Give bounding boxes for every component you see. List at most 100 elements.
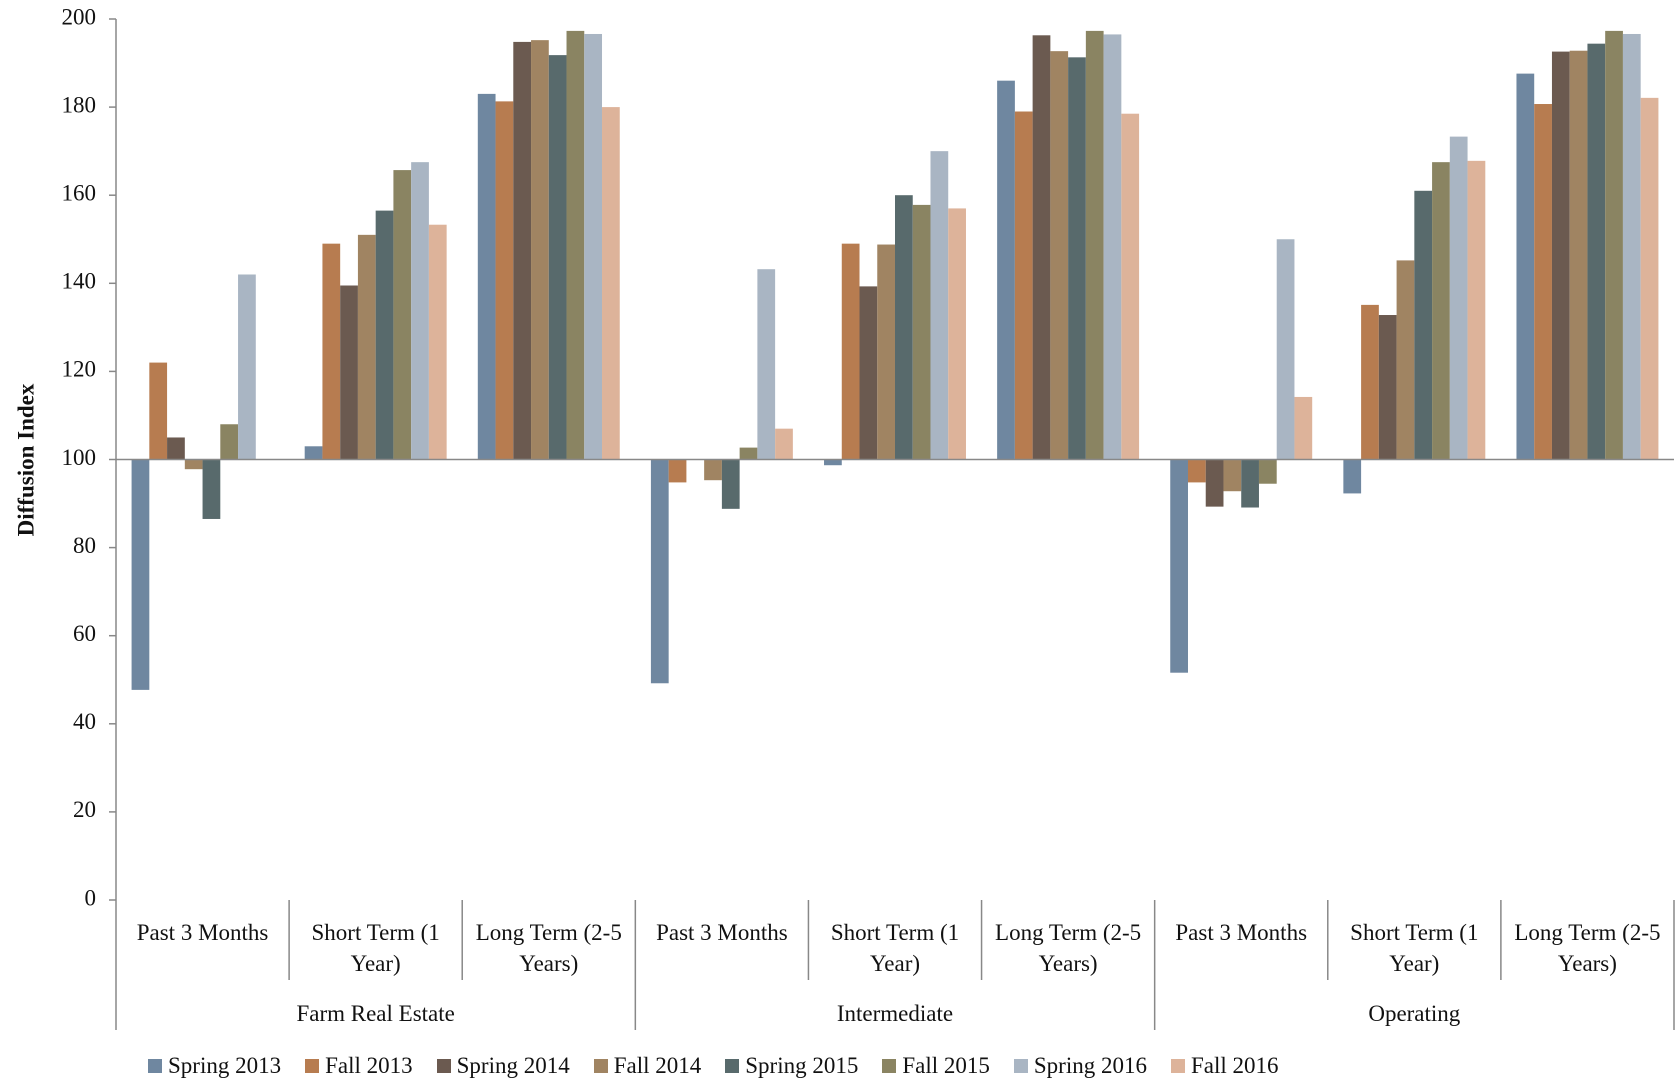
legend-label: Spring 2016 (1033, 1053, 1147, 1078)
legend: Spring 2013 Fall 2013 Spring 2014 Fall 2014… (148, 1053, 1279, 1079)
bar (149, 362, 168, 460)
bar (1085, 30, 1104, 460)
y-tick-label: 160 (62, 180, 97, 205)
bar (704, 459, 722, 481)
bar (393, 170, 412, 460)
bar (357, 234, 376, 460)
bar (1414, 190, 1433, 460)
bar (184, 459, 203, 470)
bar (824, 459, 842, 466)
bar (1343, 459, 1362, 494)
x-tick-label: Short Term (1 Year) (1350, 920, 1479, 976)
x-tick-label: Past 3 Months (136, 920, 269, 945)
bar (322, 243, 341, 460)
bar (531, 40, 549, 460)
bar (1516, 73, 1535, 460)
bar (1068, 57, 1086, 460)
bar (721, 459, 740, 509)
bar (859, 286, 878, 460)
bar (997, 80, 1015, 460)
bar (775, 428, 793, 460)
bar (1378, 315, 1397, 460)
legend-swatch (882, 1059, 897, 1073)
legend-item: Spring 2014 (436, 1053, 570, 1079)
bar (1121, 113, 1140, 460)
bar (1258, 459, 1277, 484)
legend-swatch (305, 1059, 320, 1073)
bar (757, 269, 776, 460)
bar (895, 195, 913, 460)
legend-item: Spring 2013 (148, 1053, 281, 1079)
bar (877, 244, 895, 460)
bar (548, 55, 567, 460)
bar (668, 459, 687, 483)
y-tick-label: 0 (85, 885, 97, 910)
bar (1294, 396, 1313, 460)
bar (477, 93, 496, 460)
y-axis-label: Diffusion Index (13, 383, 38, 536)
bar (1187, 459, 1206, 483)
bar (841, 243, 860, 460)
bar (428, 224, 447, 460)
legend-item: Fall 2014 (593, 1053, 702, 1079)
group-label: Operating (1368, 1001, 1461, 1026)
bar (1432, 162, 1450, 460)
x-tick-label: Short Term (1 Year) (311, 920, 440, 976)
y-tick-label: 180 (62, 92, 97, 117)
y-tick-label: 100 (62, 445, 97, 470)
group-label: Intermediate (836, 1001, 954, 1026)
y-tick-label: 80 (73, 533, 96, 558)
bar (1361, 304, 1379, 460)
bar (1170, 459, 1188, 673)
y-tick-label: 140 (62, 269, 97, 294)
x-tick-label: Short Term (1 Year) (830, 920, 960, 976)
bar (1205, 459, 1224, 507)
x-tick-label: Long Term (2-5 Years) (1514, 920, 1661, 976)
bar (1449, 136, 1468, 460)
legend-label: Spring 2014 (456, 1053, 570, 1078)
bar (912, 204, 931, 460)
bar (1032, 35, 1051, 460)
legend-swatch (1013, 1059, 1028, 1073)
y-tick-label: 120 (62, 357, 97, 382)
y-tick-label: 200 (62, 4, 97, 29)
bar (1551, 51, 1570, 460)
bar (930, 151, 949, 460)
legend-item: Fall 2016 (1170, 1053, 1279, 1079)
group-label: Farm Real Estate (296, 1001, 455, 1026)
bar (1605, 30, 1623, 460)
bar (131, 459, 150, 690)
bar (948, 208, 966, 460)
bar (340, 285, 358, 460)
y-tick-label: 40 (73, 709, 96, 734)
bar (238, 274, 256, 460)
bar (202, 459, 221, 519)
bar (1467, 160, 1486, 460)
x-tick-label: Long Term (2-5 Years) (475, 920, 622, 976)
x-tick-label: Past 3 Months (656, 920, 788, 945)
legend-item: Fall 2015 (882, 1053, 990, 1079)
x-tick-label: Past 3 Months (1175, 920, 1308, 945)
bar (1050, 51, 1069, 460)
x-tick-label: Long Term (2-5 Years) (995, 920, 1142, 976)
bar (1223, 459, 1242, 492)
bar (1396, 260, 1415, 460)
legend-label: Fall 2014 (613, 1053, 702, 1078)
legend-swatch (436, 1059, 451, 1073)
legend-swatch (148, 1059, 162, 1073)
legend-label: Spring 2013 (168, 1053, 282, 1078)
bar (220, 424, 239, 460)
bar (167, 437, 185, 460)
bar (1276, 239, 1295, 460)
legend-label: Fall 2016 (1190, 1053, 1279, 1078)
bar (1587, 43, 1606, 460)
legend-swatch (725, 1059, 740, 1073)
bar (602, 107, 620, 460)
legend-label: Fall 2015 (902, 1053, 990, 1078)
bar (739, 447, 758, 460)
bar (1569, 50, 1588, 460)
legend-label: Fall 2013 (325, 1053, 413, 1078)
legend-item: Spring 2015 (725, 1053, 858, 1079)
